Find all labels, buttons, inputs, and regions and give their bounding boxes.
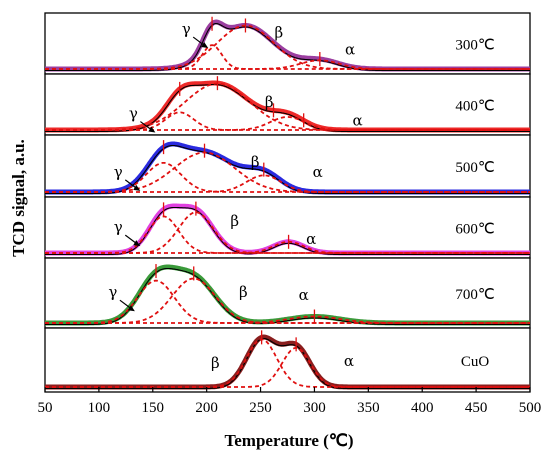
fit-envelope [45,267,530,326]
panel-label: 300℃ [455,38,494,54]
fit-peak-α [45,346,530,388]
peak-label-β: β [251,153,260,171]
peak-label-α: α [299,286,309,304]
peak-label-β: β [211,354,220,372]
panel-label: 700℃ [455,287,494,303]
fit-peak-α [45,174,530,193]
peak-label-γ: γ [114,163,123,181]
x-tick-label: 450 [465,400,488,416]
x-tick-label: 50 [38,400,53,416]
gamma-arrow-head [201,42,209,49]
panel-label: 600℃ [455,222,494,238]
x-tick-label: 200 [195,400,218,416]
panel-frame [44,196,531,259]
x-axis-title: Temperature (℃) [224,431,353,450]
fit-envelope [45,337,530,390]
chart-panels: γ β α 300℃ γ β α 400℃ γ β α 500℃ γ β α 600℃ γ β α 700℃ β α CuO [43,12,532,393]
peak-label-β: β [265,93,274,111]
fit-peak-α [45,240,530,254]
panel-label: CuO [461,354,490,370]
panel-frame [44,257,531,329]
panel-0: γ β α 300℃ [43,12,532,75]
gamma-arrow-head [133,240,141,247]
peak-label-α: α [352,112,362,130]
peak-label-β: β [230,212,239,230]
peak-label-α: α [313,163,323,181]
panel-frame [44,12,531,75]
peak-label-α: α [344,352,354,370]
x-tick-label: 300 [303,400,326,416]
x-tick-label: 500 [519,400,542,416]
peak-label-γ: γ [129,105,138,123]
fit-envelope [45,22,530,72]
x-tick-label: 150 [142,400,165,416]
x-tick-label: 350 [357,400,380,416]
x-tick-label: 250 [249,400,272,416]
panel-1: γ β α 400℃ [43,73,532,136]
gamma-arrow-head [148,126,156,133]
y-axis-title: TCD signal, a.u. [9,139,28,257]
panel-2: γ β α 500℃ [43,134,532,198]
fit-peak-α [45,315,530,324]
panel-label: 500℃ [455,160,494,176]
gamma-arrow-head [133,184,141,191]
x-tick-label: 400 [411,400,434,416]
panel-5: β α CuO [43,327,532,393]
peak-label-β: β [239,283,248,301]
x-axis: 50 100 150 200 250 300 350 400 450 500 [38,387,542,416]
peak-label-γ: γ [114,218,123,236]
fit-peak-γ [45,162,530,193]
peak-label-γ: γ [182,20,191,38]
gamma-arrow-head [127,305,135,312]
fit-peak-α [45,116,530,131]
panel-frame [44,327,531,393]
panel-4: γ β α 700℃ [43,257,532,329]
peak-label-γ: γ [108,283,117,301]
peak-label-α: α [306,230,316,248]
fit-peak-α [45,59,530,70]
panel-label: 400℃ [455,99,494,115]
fit-peak-β [45,151,530,193]
peak-label-β: β [275,23,284,41]
panel-3: γ β α 600℃ [43,196,532,259]
x-tick-label: 100 [88,400,111,416]
peak-label-α: α [345,40,355,58]
